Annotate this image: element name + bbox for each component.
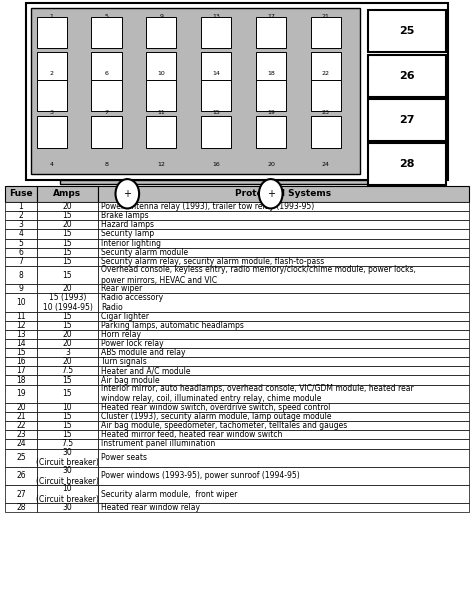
Bar xyxy=(5,220,37,229)
Text: 26: 26 xyxy=(399,71,415,81)
Text: 30
(Circuit breaker): 30 (Circuit breaker) xyxy=(36,448,99,467)
Bar xyxy=(5,330,37,339)
Text: 5: 5 xyxy=(18,239,23,247)
Bar xyxy=(37,439,98,448)
Bar xyxy=(37,211,98,220)
Bar xyxy=(37,202,98,211)
Text: 15: 15 xyxy=(212,110,220,115)
Text: 20: 20 xyxy=(16,403,26,412)
Text: 6: 6 xyxy=(105,71,109,75)
Bar xyxy=(37,385,98,403)
Bar xyxy=(98,339,469,348)
Bar xyxy=(98,186,469,202)
Bar xyxy=(37,339,98,348)
Bar xyxy=(98,412,469,421)
Bar xyxy=(311,17,341,48)
Text: 15: 15 xyxy=(63,248,72,257)
Text: 11: 11 xyxy=(157,110,165,115)
Bar xyxy=(5,202,37,211)
Text: 7.5: 7.5 xyxy=(62,366,73,375)
Bar xyxy=(5,247,37,257)
Text: 15: 15 xyxy=(63,412,72,421)
Text: 25: 25 xyxy=(399,26,414,36)
Bar xyxy=(98,366,469,375)
Text: 10: 10 xyxy=(157,71,165,75)
Text: Heated mirror feed, heated rear window switch: Heated mirror feed, heated rear window s… xyxy=(101,431,283,439)
Text: Rear wiper: Rear wiper xyxy=(101,284,143,293)
Bar xyxy=(91,17,122,48)
Bar xyxy=(5,357,37,366)
Bar xyxy=(5,186,37,202)
Text: 17: 17 xyxy=(16,366,26,375)
Text: Security lamp: Security lamp xyxy=(101,230,155,239)
Text: 20: 20 xyxy=(63,284,72,293)
Text: 6: 6 xyxy=(18,248,23,257)
Bar xyxy=(98,421,469,430)
Bar xyxy=(37,449,98,466)
Text: 15: 15 xyxy=(63,421,72,430)
Text: 30
(Circuit breaker): 30 (Circuit breaker) xyxy=(36,466,99,485)
Text: 14: 14 xyxy=(16,339,26,348)
Text: 3: 3 xyxy=(50,110,54,115)
Bar xyxy=(98,239,469,247)
Text: 15 (1993)
10 (1994-95): 15 (1993) 10 (1994-95) xyxy=(43,293,92,312)
Text: 18: 18 xyxy=(267,71,275,75)
Bar xyxy=(201,17,231,48)
Bar xyxy=(37,229,98,239)
Text: 23: 23 xyxy=(322,110,330,115)
Bar xyxy=(201,52,231,83)
Text: 21: 21 xyxy=(322,14,330,19)
Text: 26: 26 xyxy=(16,471,26,481)
Text: 13: 13 xyxy=(16,330,26,339)
Bar xyxy=(31,8,360,174)
Text: Radio accessory
Radio: Radio accessory Radio xyxy=(101,293,164,312)
Text: Amps: Amps xyxy=(54,189,82,198)
Bar xyxy=(5,293,37,312)
Text: Horn relay: Horn relay xyxy=(101,330,141,339)
Bar xyxy=(98,449,469,466)
Text: Power antenna relay (1993), trailer tow relay (1993-95): Power antenna relay (1993), trailer tow … xyxy=(101,202,315,211)
Text: Power seats: Power seats xyxy=(101,453,147,462)
Bar xyxy=(256,52,286,83)
Text: 14: 14 xyxy=(212,71,220,75)
Text: 20: 20 xyxy=(63,330,72,339)
Text: Security alarm module,  front wiper: Security alarm module, front wiper xyxy=(101,489,238,499)
Bar xyxy=(5,366,37,375)
Text: 15: 15 xyxy=(63,239,72,247)
Bar xyxy=(37,466,98,485)
Bar xyxy=(98,247,469,257)
Text: 4: 4 xyxy=(18,230,23,239)
Text: 10: 10 xyxy=(63,403,72,412)
Bar xyxy=(5,449,37,466)
Bar xyxy=(37,357,98,366)
Bar xyxy=(5,403,37,412)
Text: 10
(Circuit breaker): 10 (Circuit breaker) xyxy=(36,485,99,504)
Text: Instrument panel illumination: Instrument panel illumination xyxy=(101,439,216,448)
Bar xyxy=(91,52,122,83)
Text: 15: 15 xyxy=(63,230,72,239)
Text: 15: 15 xyxy=(16,348,26,357)
Text: 27: 27 xyxy=(399,115,415,125)
Text: 1: 1 xyxy=(50,14,54,19)
Text: 2: 2 xyxy=(18,211,23,220)
Bar xyxy=(60,180,368,184)
Bar xyxy=(98,385,469,403)
Bar xyxy=(98,220,469,229)
Text: 15: 15 xyxy=(63,257,72,266)
Bar xyxy=(37,266,98,284)
Bar xyxy=(37,312,98,320)
Text: Power windows (1993-95), power sunroof (1994-95): Power windows (1993-95), power sunroof (… xyxy=(101,471,300,481)
Text: 1: 1 xyxy=(18,202,23,211)
Bar xyxy=(146,80,176,111)
Text: Turn signals: Turn signals xyxy=(101,358,147,366)
Text: 16: 16 xyxy=(16,358,26,366)
Bar xyxy=(98,330,469,339)
Text: 13: 13 xyxy=(212,14,220,19)
Bar xyxy=(5,229,37,239)
Text: 16: 16 xyxy=(212,162,220,167)
Bar xyxy=(98,266,469,284)
Bar xyxy=(98,430,469,439)
Circle shape xyxy=(116,179,139,209)
Bar xyxy=(5,375,37,385)
Bar xyxy=(146,52,176,83)
